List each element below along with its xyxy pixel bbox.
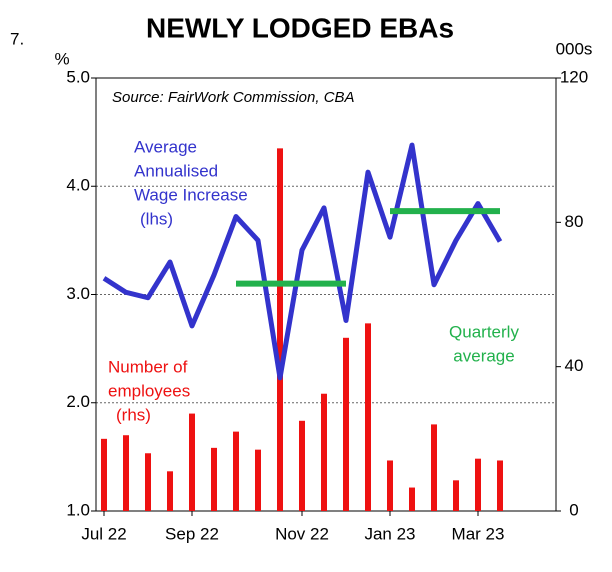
series-label: Wage Increase [134,185,248,204]
x-tick-label: Jul 22 [81,524,126,543]
y2-tick-label: 120 [560,67,588,86]
bar [409,487,415,511]
y-tick-label: 4.0 [66,176,90,195]
series-label: Annualised [134,161,218,180]
y2-tick-label: 80 [565,212,584,231]
y-tick-label: 3.0 [66,284,90,303]
bar [123,435,129,511]
y-tick-label: 1.0 [66,500,90,519]
bar [167,471,173,511]
series-label: Quarterly [449,322,519,341]
bar [365,323,371,511]
y-tick-label: 5.0 [66,67,90,86]
figure-number: 7. [10,29,24,48]
bar [277,148,283,512]
y2-tick-label: 40 [565,356,584,375]
x-tick-label: Jan 23 [364,524,415,543]
y2-tick-label: 0 [569,500,578,519]
bar [453,480,459,511]
chart-title: NEWLY LODGED EBAs [146,12,454,43]
y-axis-label: % [54,49,69,68]
bar [343,337,349,511]
bar [321,393,327,511]
bar [475,458,481,511]
y-tick-label: 2.0 [66,392,90,411]
series-label: (rhs) [116,405,151,424]
series-label: employees [108,381,190,400]
series-label: average [453,346,514,365]
bar [145,453,151,511]
bar [211,447,217,511]
bar [101,438,107,511]
series-label: (lhs) [140,209,173,228]
x-tick-label: Nov 22 [275,524,329,543]
bar [431,424,437,511]
series-label: Number of [108,357,188,376]
x-tick-label: Mar 23 [452,524,505,543]
bar [189,413,195,511]
series-label: Average [134,137,197,156]
bar [387,460,393,511]
bar [497,460,503,511]
bar [233,431,239,511]
wage-line [102,142,503,381]
bar [255,449,261,511]
x-tick-label: Sep 22 [165,524,219,543]
y2-axis-label: 000s [556,39,593,58]
bar [299,420,305,511]
source-note: Source: FairWork Commission, CBA [112,89,355,106]
